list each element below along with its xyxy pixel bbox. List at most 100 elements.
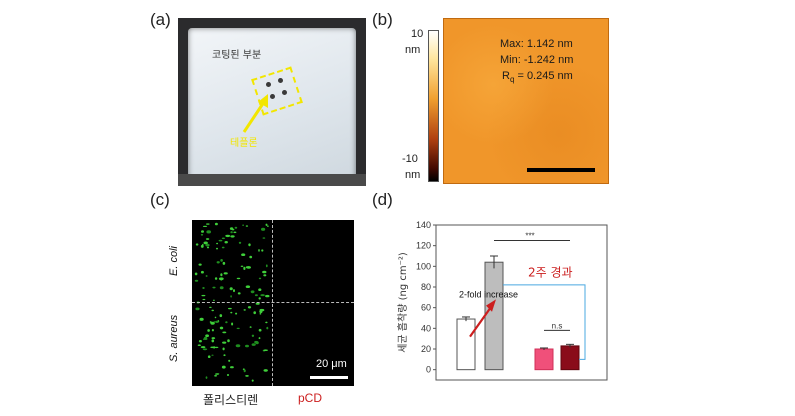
bacteria-speck xyxy=(215,320,219,323)
y-tick-label: 80 xyxy=(421,282,431,292)
bacteria-speck xyxy=(211,337,216,340)
bacteria-speck xyxy=(205,376,208,379)
bar xyxy=(560,345,580,371)
bacteria-speck xyxy=(249,326,252,328)
bacteria-speck xyxy=(201,294,206,297)
bacteria-speck xyxy=(198,340,202,343)
coated-area-label: 코팅된 부분 xyxy=(212,50,262,61)
bacteria-speck xyxy=(225,321,228,324)
bacteria-speck xyxy=(222,347,225,351)
bacteria-speck xyxy=(218,239,223,242)
afm-scale-bar xyxy=(527,168,595,172)
bacteria-speck xyxy=(219,314,223,318)
bacteria-speck xyxy=(251,379,254,382)
bacteria-speck xyxy=(203,336,208,340)
bacteria-speck xyxy=(222,331,227,334)
bacteria-speck xyxy=(241,253,246,256)
bacteria-speck xyxy=(213,321,216,323)
bacteria-speck xyxy=(221,365,226,369)
bacteria-speck xyxy=(261,249,264,252)
colorbar-max: 10 xyxy=(411,28,424,40)
bacteria-speck xyxy=(197,344,201,346)
bacteria-speck xyxy=(226,374,230,376)
film-sheet xyxy=(188,28,356,180)
bacteria-speck xyxy=(249,255,253,259)
bacteria-speck xyxy=(230,295,232,298)
bacteria-speck xyxy=(230,235,235,238)
bacteria-speck xyxy=(228,359,231,362)
bacteria-speck xyxy=(255,302,260,305)
y-tick-label: 100 xyxy=(416,261,431,271)
bacteria-speck xyxy=(260,294,265,297)
bacteria-speck xyxy=(202,298,206,301)
bacteria-speck xyxy=(194,279,199,282)
bacteria-speck xyxy=(261,227,266,231)
bacteria-speck xyxy=(201,230,204,233)
bacteria-speck xyxy=(258,328,262,332)
panel-b-label: (b) xyxy=(372,10,393,29)
bacteria-speck xyxy=(207,355,211,358)
bacteria-speck xyxy=(206,246,210,249)
bacteria-speck xyxy=(227,339,230,343)
bacteria-speck xyxy=(214,375,218,377)
y-tick-label: 120 xyxy=(416,241,431,251)
bacteria-speck xyxy=(218,277,224,281)
bacteria-speck xyxy=(228,307,232,310)
bacteria-speck xyxy=(251,334,255,337)
bacteria-speck xyxy=(221,246,225,249)
bacteria-speck xyxy=(205,243,210,247)
teflon-dot xyxy=(270,94,275,99)
bacteria-speck xyxy=(216,261,220,264)
bacteria-speck xyxy=(240,265,244,267)
bacteria-speck xyxy=(238,241,242,244)
bacteria-speck xyxy=(243,309,246,311)
bacteria-speck xyxy=(199,317,204,321)
bacteria-speck xyxy=(214,222,218,226)
bacteria-speck xyxy=(213,299,215,301)
significance-stars: *** xyxy=(525,231,534,240)
bacteria-speck xyxy=(219,286,224,290)
bacteria-speck xyxy=(230,311,233,314)
bacteria-speck xyxy=(203,241,208,245)
fold-arrow-head xyxy=(486,299,496,312)
yellow-arrow-icon xyxy=(242,94,268,133)
bacteria-speck xyxy=(265,321,268,324)
micro-scale-bar xyxy=(310,376,348,379)
bacteria-speck xyxy=(214,346,219,349)
panel-d-label: (d) xyxy=(372,190,393,209)
fold-arrow-line xyxy=(469,304,493,338)
bacteria-speck xyxy=(211,339,215,343)
rq-symbol: R xyxy=(502,70,510,82)
bacteria-speck xyxy=(224,241,228,244)
bacteria-speck xyxy=(223,354,226,357)
bacteria-speck xyxy=(235,344,241,348)
afm-min-stat: Min: -1.242 nm xyxy=(500,54,574,66)
bacteria-speck xyxy=(259,310,263,313)
ns-label: n.s xyxy=(552,321,563,330)
rq-value: = 0.245 nm xyxy=(514,70,573,82)
y-tick-label: 20 xyxy=(421,344,431,354)
y-tick-label: 0 xyxy=(426,365,431,375)
grid-divider-horizontal xyxy=(192,302,354,303)
bacteria-speck xyxy=(259,313,262,315)
grid-divider-vertical xyxy=(272,220,273,386)
colorbar-max-unit: nm xyxy=(405,44,421,56)
bacteria-speck xyxy=(263,274,267,277)
bacteria-speck xyxy=(225,234,231,238)
two-weeks-label: 2주 경과 xyxy=(528,266,573,280)
micro-scale-text: 20 μm xyxy=(316,358,347,370)
bacteria-speck xyxy=(265,294,270,298)
bacteria-speck xyxy=(200,346,206,349)
bacteria-speck xyxy=(265,264,268,268)
bacteria-speck xyxy=(216,242,219,245)
bacteria-speck xyxy=(230,231,233,234)
bacteria-speck xyxy=(198,263,202,266)
bacteria-speck xyxy=(206,230,211,234)
fluorescence-grid xyxy=(192,220,354,386)
bacteria-speck xyxy=(214,316,217,319)
bacteria-speck xyxy=(211,309,214,312)
teflon-dot xyxy=(278,78,283,83)
afm-max-stat: Max: 1.142 nm xyxy=(500,38,573,50)
bacteria-speck xyxy=(219,326,224,330)
